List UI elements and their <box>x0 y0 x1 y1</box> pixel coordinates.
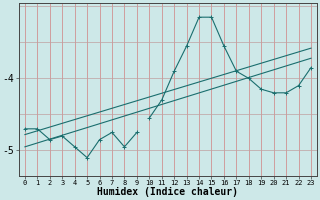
X-axis label: Humidex (Indice chaleur): Humidex (Indice chaleur) <box>98 187 238 197</box>
